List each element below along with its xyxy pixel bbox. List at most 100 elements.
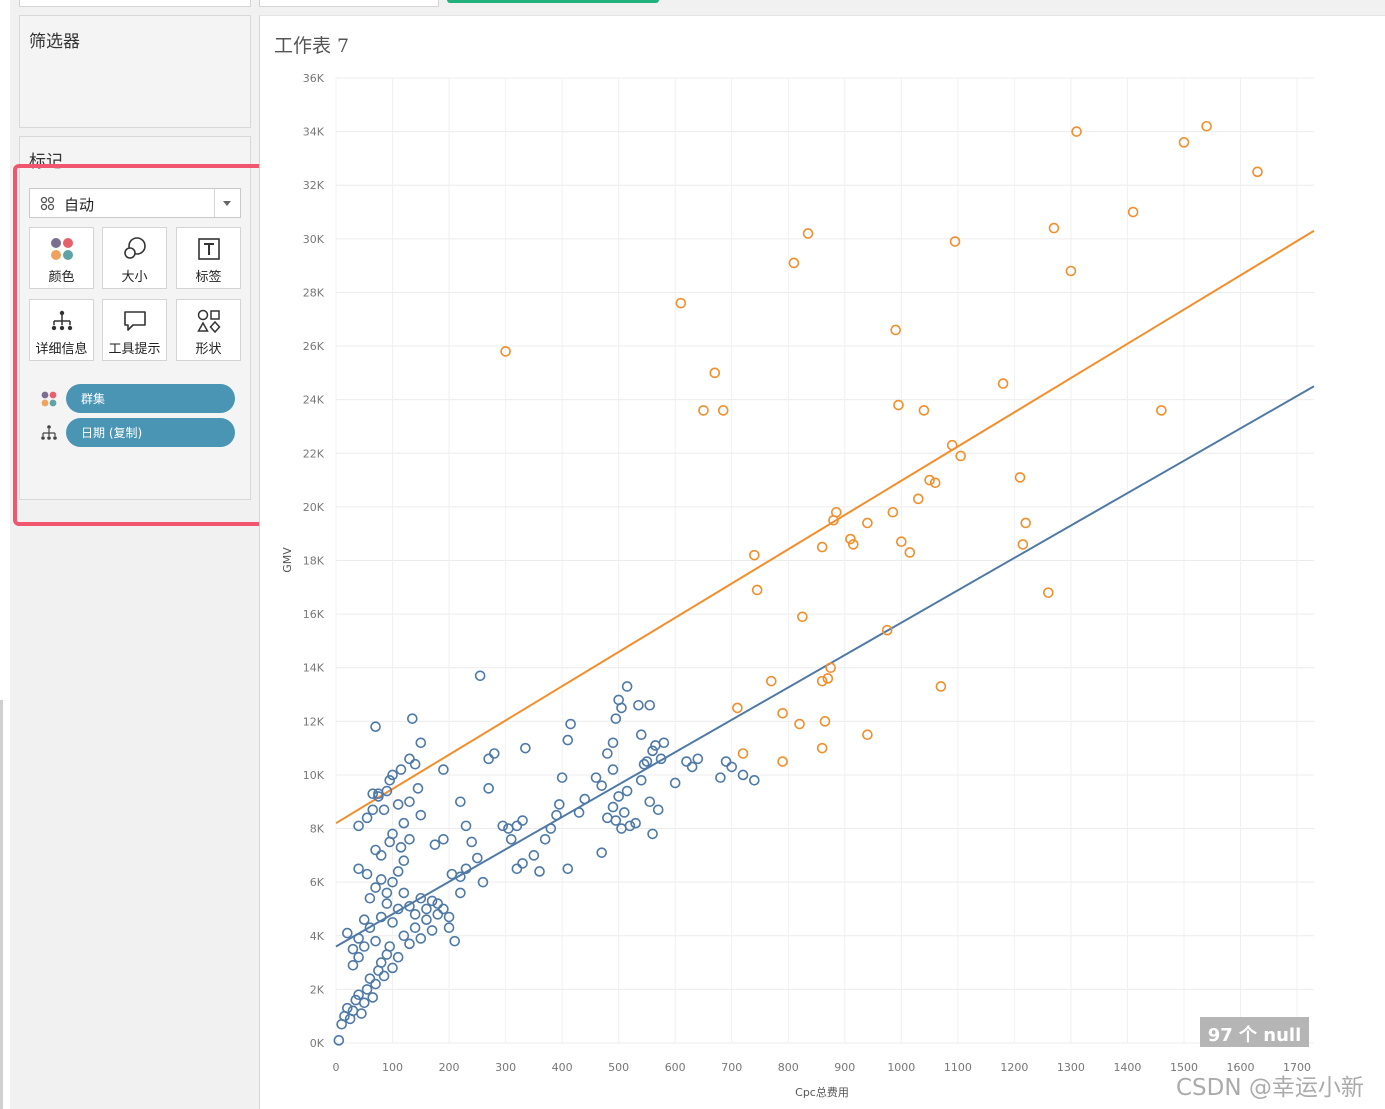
data-point[interactable]: [816, 675, 828, 687]
data-point[interactable]: [381, 898, 393, 909]
data-point[interactable]: [935, 681, 947, 692]
data-point[interactable]: [635, 729, 647, 741]
data-point[interactable]: [641, 756, 653, 767]
data-point[interactable]: [1178, 137, 1190, 148]
data-point[interactable]: [777, 707, 788, 719]
data-point[interactable]: [528, 850, 540, 861]
data-point[interactable]: [562, 734, 574, 746]
data-point[interactable]: [511, 863, 523, 875]
data-point[interactable]: [466, 836, 477, 848]
data-point[interactable]: [644, 699, 656, 711]
data-point[interactable]: [404, 900, 415, 912]
data-point[interactable]: [367, 788, 379, 800]
data-point[interactable]: [381, 785, 393, 797]
data-point[interactable]: [946, 439, 958, 451]
data-point[interactable]: [370, 978, 381, 990]
data-point[interactable]: [404, 833, 415, 845]
data-point[interactable]: [395, 842, 407, 853]
data-point[interactable]: [590, 772, 602, 783]
data-point[interactable]: [497, 820, 509, 832]
data-point[interactable]: [375, 911, 387, 923]
data-point[interactable]: [918, 405, 930, 416]
data-point[interactable]: [460, 820, 472, 832]
data-point[interactable]: [387, 962, 398, 974]
data-point[interactable]: [378, 804, 390, 816]
data-point[interactable]: [1048, 222, 1060, 234]
tooltip-button[interactable]: 工具提示: [102, 299, 167, 361]
data-point[interactable]: [358, 941, 370, 952]
data-point[interactable]: [395, 764, 407, 775]
data-point[interactable]: [647, 745, 658, 757]
data-point[interactable]: [1014, 472, 1026, 483]
data-point[interactable]: [638, 758, 650, 770]
data-point[interactable]: [438, 903, 449, 915]
data-point[interactable]: [621, 785, 633, 797]
data-point[interactable]: [681, 756, 692, 767]
data-point[interactable]: [353, 933, 364, 944]
data-point[interactable]: [455, 796, 466, 808]
data-point[interactable]: [392, 951, 404, 963]
data-point[interactable]: [455, 871, 466, 883]
data-point[interactable]: [443, 922, 455, 934]
data-point[interactable]: [367, 992, 379, 1003]
data-point[interactable]: [412, 783, 424, 794]
data-point[interactable]: [358, 997, 370, 1009]
data-point[interactable]: [429, 839, 441, 850]
data-point[interactable]: [686, 761, 698, 773]
data-point[interactable]: [726, 761, 738, 773]
data-point[interactable]: [554, 799, 565, 810]
data-point[interactable]: [353, 951, 364, 963]
data-point[interactable]: [421, 903, 432, 915]
data-point[interactable]: [1156, 405, 1167, 416]
data-point[interactable]: [409, 909, 421, 920]
data-point[interactable]: [794, 718, 805, 730]
data-point[interactable]: [1065, 265, 1077, 277]
data-point[interactable]: [392, 799, 404, 810]
data-point[interactable]: [904, 547, 916, 558]
data-point[interactable]: [347, 1005, 359, 1017]
data-point[interactable]: [579, 793, 591, 805]
data-point[interactable]: [669, 777, 681, 789]
data-point[interactable]: [426, 895, 438, 907]
data-point[interactable]: [534, 866, 545, 877]
data-point[interactable]: [384, 941, 396, 952]
data-point[interactable]: [387, 769, 398, 781]
scrollbar-track[interactable]: [0, 700, 3, 1109]
data-point[interactable]: [415, 892, 427, 904]
data-point[interactable]: [477, 876, 489, 888]
data-point[interactable]: [650, 740, 661, 751]
data-point[interactable]: [342, 927, 353, 939]
top-tab-stub[interactable]: [259, 0, 439, 7]
data-point[interactable]: [384, 775, 396, 786]
data-point[interactable]: [1020, 517, 1031, 529]
data-point[interactable]: [596, 847, 607, 858]
data-point[interactable]: [407, 713, 418, 724]
data-point[interactable]: [644, 796, 656, 808]
data-point[interactable]: [517, 815, 528, 826]
data-point[interactable]: [607, 737, 619, 749]
data-point[interactable]: [997, 378, 1009, 389]
null-count-badge[interactable]: 97 个 null: [1200, 1017, 1309, 1047]
data-point[interactable]: [751, 584, 763, 596]
data-point[interactable]: [556, 772, 568, 783]
data-point[interactable]: [387, 876, 398, 888]
data-point[interactable]: [845, 533, 856, 545]
data-point[interactable]: [398, 817, 410, 829]
data-point[interactable]: [847, 539, 859, 550]
data-point[interactable]: [375, 874, 387, 885]
data-point[interactable]: [619, 807, 630, 818]
data-point[interactable]: [562, 863, 574, 875]
data-point[interactable]: [1201, 120, 1212, 132]
mark-type-dropdown[interactable]: 自动: [29, 188, 241, 218]
data-point[interactable]: [732, 702, 743, 714]
data-point[interactable]: [896, 536, 907, 548]
detail-button[interactable]: 详细信息: [29, 299, 94, 361]
data-point[interactable]: [831, 506, 842, 518]
data-point[interactable]: [404, 796, 415, 808]
shape-button[interactable]: 形状: [176, 299, 241, 361]
data-point[interactable]: [749, 549, 760, 561]
data-point[interactable]: [893, 399, 904, 411]
data-point[interactable]: [749, 775, 760, 786]
data-point[interactable]: [737, 748, 749, 759]
data-point[interactable]: [816, 541, 828, 553]
